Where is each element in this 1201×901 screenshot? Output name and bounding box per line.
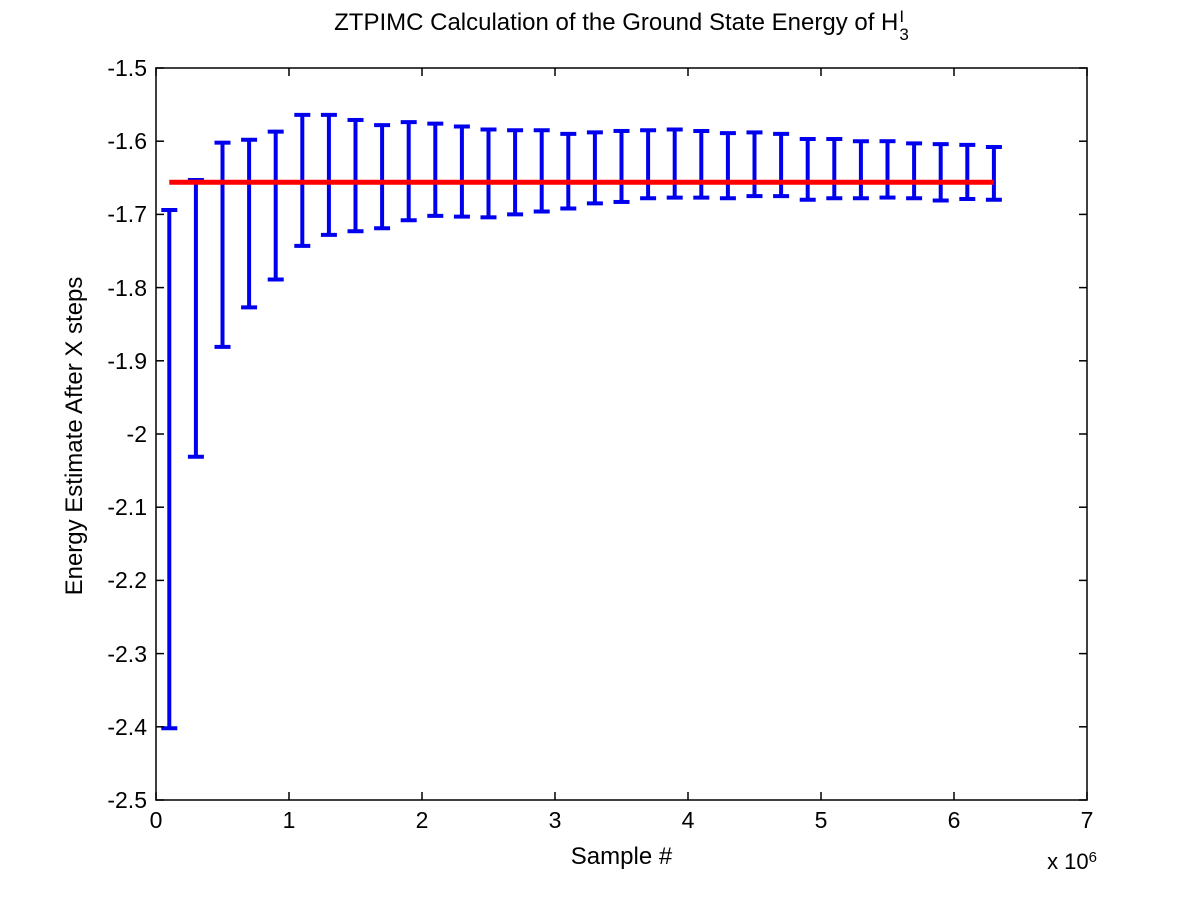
- x-tick-label: 4: [681, 807, 695, 833]
- x-axis-multiplier-base: x 10: [1047, 849, 1089, 874]
- chart-title-superscript: I: [899, 7, 905, 26]
- y-tick-label: -2.2: [107, 567, 147, 594]
- y-tick-label: -2: [126, 421, 147, 447]
- chart-title: ZTPIMC Calculation of the Ground State E…: [156, 6, 1087, 44]
- x-tick-label: 7: [1080, 807, 1094, 833]
- x-tick-label: 5: [814, 807, 828, 833]
- y-tick-label: -1.9: [107, 347, 147, 374]
- x-tick-label: 6: [947, 807, 961, 833]
- y-tick-label: -2.1: [107, 494, 147, 521]
- y-tick-label: -1.6: [107, 128, 147, 155]
- chart-title-text: ZTPIMC Calculation of the Ground State E…: [334, 9, 899, 37]
- chart-title-subscript: 3: [899, 24, 909, 44]
- x-tick-label: 2: [415, 807, 429, 833]
- error-bars-series: [161, 112, 1002, 731]
- y-tick-label: -1.7: [107, 201, 147, 228]
- y-tick-label: -1.5: [107, 55, 147, 81]
- x-tick-label: 0: [149, 807, 163, 833]
- y-tick-label: -1.8: [107, 274, 147, 301]
- x-axis-multiplier-exponent: 6: [1088, 849, 1097, 866]
- y-tick-label: -2.3: [107, 640, 147, 667]
- x-tick-label: 1: [282, 807, 296, 833]
- x-axis-label: Sample #: [570, 843, 673, 870]
- y-tick-label: -2.4: [107, 713, 147, 740]
- x-axis-multiplier: x 106: [1047, 849, 1097, 875]
- y-tick-label: -2.5: [107, 787, 147, 813]
- x-tick-label: 3: [548, 807, 562, 833]
- axis-ticks: [155, 67, 1088, 801]
